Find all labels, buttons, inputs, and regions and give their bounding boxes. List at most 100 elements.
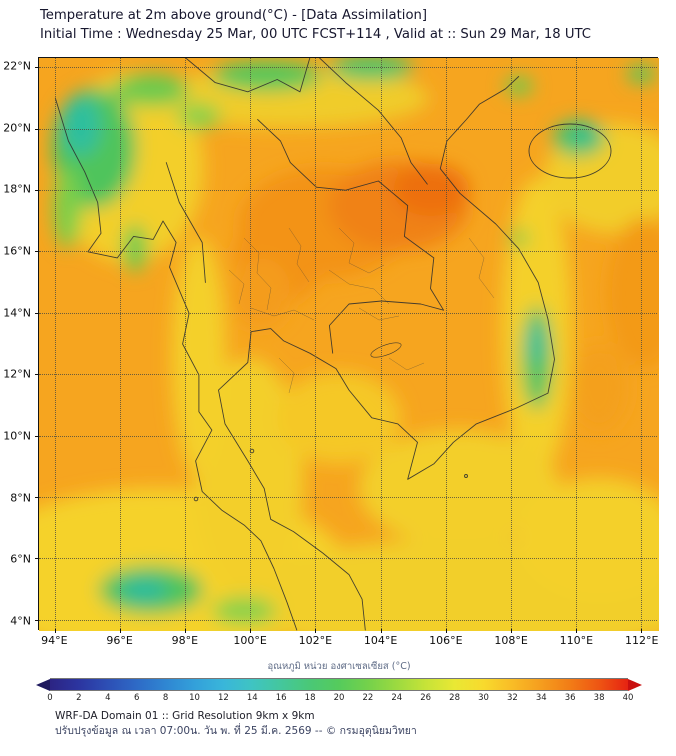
x-axis-labels: 94°E 96°E 98°E 100°E 102°E 104°E 106°E 108°E 110…	[38, 634, 658, 649]
gridline-vertical	[55, 58, 57, 629]
gridline-vertical	[575, 58, 577, 629]
colorbar-tick-label: 22	[362, 693, 374, 703]
x-tick-label: 94°E	[41, 634, 68, 647]
colorbar-tick-label: 38	[593, 693, 605, 703]
gridline-horizontal	[39, 190, 657, 191]
y-tick-label: 12°N	[3, 367, 31, 381]
x-tick-mark	[575, 629, 577, 633]
colorbar-bar	[36, 678, 642, 691]
gridline-horizontal	[39, 558, 657, 560]
y-tick-label: 22°N	[3, 59, 31, 73]
y-tick-mark	[35, 435, 39, 437]
y-tick-mark	[35, 496, 39, 498]
colorbar-tick-label: 14	[246, 693, 258, 703]
y-tick-label: 8°N	[10, 491, 31, 505]
colorbar-tick-label: 30	[478, 693, 489, 703]
gridline-horizontal	[39, 374, 657, 376]
map-svg	[39, 58, 659, 631]
y-tick-mark	[35, 619, 39, 621]
colorbar-tick-label: 16	[275, 693, 287, 703]
colorbar-tick-label: 36	[564, 693, 576, 703]
gridline-vertical	[250, 58, 252, 629]
y-axis-labels: 22°N 20°N 18°N 16°N 14°N 12°N 10°N 8°N 6°N 4°N	[0, 57, 35, 630]
x-tick-mark	[640, 629, 642, 633]
x-tick-label: 98°E	[171, 634, 199, 647]
map-plot	[35, 57, 659, 633]
colorbar-ticks: 0 2 4 6 8 10 12 14 16 18 20 22 24 26 28 30 32 34 36 38 40	[47, 693, 633, 704]
colorbar-tick-label: 8	[162, 693, 169, 703]
gridline-horizontal	[39, 619, 657, 621]
gridline-horizontal	[39, 67, 657, 69]
y-tick-label: 10°N	[3, 429, 31, 443]
colorbar-tick-label: 32	[506, 693, 518, 703]
y-tick-label: 14°N	[3, 306, 31, 320]
colorbar-right-arrow-icon	[628, 678, 642, 691]
header: Temperature at 2m above ground(°C) - [Da…	[40, 6, 591, 44]
x-tick-label: 104°E	[363, 634, 398, 647]
x-tick-mark	[185, 629, 187, 633]
y-tick-label: 16°N	[3, 244, 31, 258]
gridline-horizontal	[39, 128, 657, 130]
x-tick-label: 112°E	[624, 634, 659, 647]
y-tick-mark	[35, 251, 39, 253]
province-border-lines	[228, 227, 495, 394]
x-tick-mark	[445, 629, 447, 633]
x-tick-label: 96°E	[106, 634, 133, 647]
gridline-horizontal	[39, 251, 657, 253]
footer: WRF-DA Domain 01 :: Grid Resolution 9km …	[55, 709, 417, 739]
colorbar-label: อุณหภูมิ หน่วย องศาเซลเซียส (°C)	[267, 661, 411, 672]
x-tick-mark	[380, 629, 382, 633]
footer-domain-info: WRF-DA Domain 01 :: Grid Resolution 9km …	[55, 710, 315, 722]
y-tick-mark	[35, 558, 39, 560]
colorbar: อุณหภูมิ หน่วย องศาเซลเซียส (°C) 0 2 4 6 8 10…	[36, 659, 642, 704]
colorbar-tick-label: 0	[47, 693, 53, 703]
y-tick-mark	[35, 128, 39, 130]
colorbar-tick-label: 40	[622, 693, 634, 703]
y-tick-label: 6°N	[10, 552, 31, 566]
colorbar-tick-label: 4	[105, 693, 111, 703]
y-tick-mark	[35, 312, 39, 314]
x-tick-label: 106°E	[429, 634, 463, 647]
gridline-vertical	[315, 58, 317, 629]
y-tick-mark	[35, 67, 39, 69]
colorbar-gradient	[50, 678, 628, 691]
map-title: Temperature at 2m above ground(°C) - [Da…	[40, 8, 428, 23]
x-tick-mark	[55, 629, 57, 633]
colorbar-tick-label: 18	[304, 693, 316, 703]
colorbar-tick-label: 34	[535, 693, 547, 703]
gridline-vertical	[380, 58, 382, 629]
gridline-horizontal	[39, 435, 657, 437]
x-tick-label: 100°E	[233, 634, 267, 647]
colorbar-tick-label: 24	[391, 693, 403, 703]
colorbar-tick-label: 12	[217, 693, 229, 703]
colorbar-tick-label: 10	[189, 693, 200, 703]
y-tick-label: 4°N	[10, 614, 31, 628]
map-subtitle: Initial Time : Wednesday 25 Mar, 00 UTC …	[40, 27, 592, 42]
gridline-vertical	[120, 58, 122, 629]
y-tick-label: 18°N	[3, 182, 31, 196]
x-tick-label: 110°E	[559, 634, 594, 647]
x-tick-mark	[250, 629, 252, 633]
x-tick-mark	[510, 629, 512, 633]
temperature-field-blobs	[39, 58, 659, 631]
gridline-horizontal	[39, 312, 657, 314]
colorbar-tick-label: 26	[420, 693, 432, 703]
colorbar-tick-label: 2	[76, 693, 82, 703]
gridline-vertical	[640, 58, 642, 629]
gridline-vertical	[185, 58, 187, 629]
colorbar-tick-label: 28	[449, 693, 461, 703]
x-tick-mark	[315, 629, 317, 633]
x-tick-label: 108°E	[494, 634, 528, 647]
y-tick-mark	[35, 374, 39, 376]
gridline-vertical	[510, 58, 512, 629]
y-tick-label: 20°N	[3, 121, 31, 135]
x-tick-mark	[120, 629, 122, 633]
x-tick-label: 102°E	[298, 634, 333, 647]
colorbar-tick-label: 20	[333, 693, 345, 703]
colorbar-tick-label: 6	[133, 693, 140, 703]
footer-update-info: ปรับปรุงข้อมูล ณ เวลา 07:00น. วัน พ. ที่…	[55, 725, 417, 737]
y-tick-mark	[35, 190, 39, 191]
gridline-horizontal	[39, 496, 657, 498]
colorbar-left-arrow-icon	[36, 678, 50, 691]
gridline-vertical	[445, 58, 447, 629]
